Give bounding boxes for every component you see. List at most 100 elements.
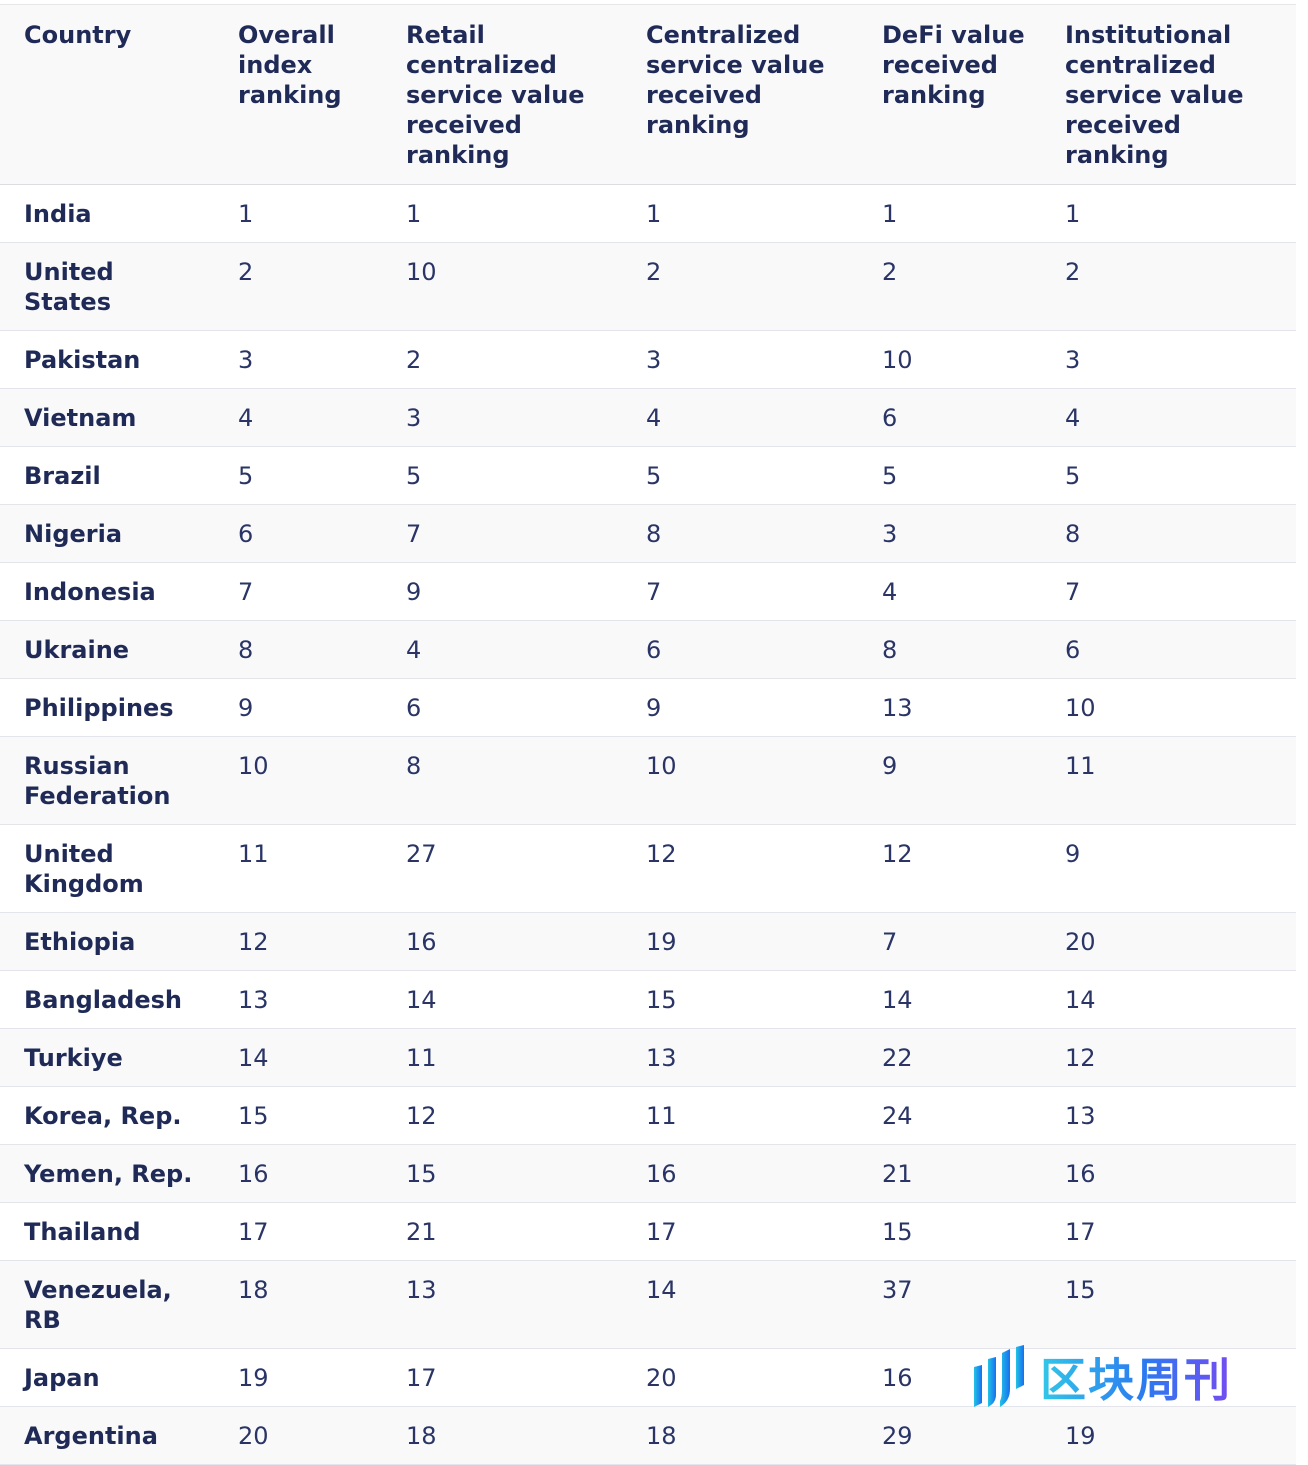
cell-overall-index: 13 (238, 986, 269, 1014)
cell-retail-centralized: 27 (406, 840, 437, 868)
cell-institutional: 12 (1065, 1044, 1096, 1072)
cell-overall-index: 14 (238, 1044, 269, 1072)
cell-institutional (1041, 1349, 1296, 1407)
table-row: Nigeria 6 7 8 3 8 (0, 504, 1296, 563)
cell-centralized-service: 8 (646, 520, 662, 548)
cell-defi: 6 (882, 404, 898, 432)
table-row: Brazil 5 5 5 5 5 (0, 446, 1296, 505)
ranking-table: Country Overall index ranking Retail cen… (0, 4, 1296, 1465)
cell-defi: 2 (882, 258, 898, 286)
table-row: Ukraine 8 4 6 8 6 (0, 620, 1296, 679)
cell-defi: 14 (882, 986, 913, 1014)
cell-centralized-service: 16 (646, 1160, 677, 1188)
cell-defi: 21 (882, 1160, 913, 1188)
cell-defi: 29 (882, 1422, 913, 1450)
cell-country: Indonesia (24, 578, 156, 606)
table-row: Korea, Rep. 15 12 11 24 13 (0, 1086, 1296, 1145)
table-row: Ethiopia 12 16 19 7 20 (0, 912, 1296, 971)
cell-country: Philippines (24, 694, 174, 722)
table-body: India 1 1 1 1 1 United States 2 10 2 2 2 Pakistan 3 2 3… (0, 184, 1296, 1465)
cell-institutional: 13 (1065, 1102, 1096, 1130)
cell-retail-centralized: 15 (406, 1160, 437, 1188)
cell-institutional: 4 (1065, 404, 1081, 432)
cell-overall-index: 1 (238, 200, 254, 228)
cell-overall-index: 5 (238, 462, 254, 490)
table-row: India 1 1 1 1 1 (0, 184, 1296, 243)
cell-institutional: 2 (1065, 258, 1081, 286)
cell-centralized-service: 15 (646, 986, 677, 1014)
cell-defi: 3 (882, 520, 898, 548)
cell-defi: 24 (882, 1102, 913, 1130)
cell-overall-index: 8 (238, 636, 254, 664)
cell-overall-index: 11 (238, 840, 269, 868)
header-overall-index-ranking: Overall index ranking (238, 21, 342, 109)
cell-country: Japan (24, 1364, 100, 1392)
cell-country: Turkiye (24, 1044, 123, 1072)
cell-retail-centralized: 2 (406, 346, 422, 374)
cell-institutional: 14 (1065, 986, 1096, 1014)
cell-defi: 10 (882, 346, 913, 374)
cell-country: United States (24, 258, 114, 316)
header-defi-ranking: DeFi value received ranking (882, 21, 1025, 109)
cell-retail-centralized: 3 (406, 404, 422, 432)
cell-institutional: 10 (1065, 694, 1096, 722)
cell-country: Korea, Rep. (24, 1102, 182, 1130)
cell-overall-index: 10 (238, 752, 269, 780)
cell-country: Bangladesh (24, 986, 183, 1014)
header-centralized-service-ranking: Centralized service value received ranki… (646, 21, 825, 139)
ranking-table-container: Country Overall index ranking Retail cen… (0, 4, 1296, 1465)
table-row: Russian Federation 10 8 10 9 11 (0, 736, 1296, 825)
cell-defi: 15 (882, 1218, 913, 1246)
cell-overall-index: 18 (238, 1276, 269, 1304)
cell-retail-centralized: 6 (406, 694, 422, 722)
cell-defi: 7 (882, 928, 898, 956)
cell-overall-index: 19 (238, 1364, 269, 1392)
header-retail-centralized-ranking: Retail centralized service value receive… (406, 21, 585, 169)
table-row: Thailand 17 21 17 15 17 (0, 1202, 1296, 1261)
cell-country: Russian Federation (24, 752, 171, 810)
cell-defi: 9 (882, 752, 898, 780)
cell-centralized-service: 11 (646, 1102, 677, 1130)
cell-institutional: 3 (1065, 346, 1081, 374)
cell-country: India (24, 200, 92, 228)
cell-country: Ethiopia (24, 928, 136, 956)
header-country: Country (24, 21, 132, 49)
cell-retail-centralized: 9 (406, 578, 422, 606)
cell-defi: 37 (882, 1276, 913, 1304)
cell-retail-centralized: 18 (406, 1422, 437, 1450)
cell-centralized-service: 3 (646, 346, 662, 374)
cell-country: Nigeria (24, 520, 123, 548)
cell-institutional: 6 (1065, 636, 1081, 664)
cell-country: Pakistan (24, 346, 141, 374)
table-row: Venezuela, RB 18 13 14 37 15 (0, 1260, 1296, 1349)
table-row: Pakistan 3 2 3 10 3 (0, 330, 1296, 389)
cell-overall-index: 16 (238, 1160, 269, 1188)
cell-country: Thailand (24, 1218, 141, 1246)
table-row: Argentina 20 18 18 29 19 (0, 1406, 1296, 1465)
cell-overall-index: 7 (238, 578, 254, 606)
cell-defi: 22 (882, 1044, 913, 1072)
cell-overall-index: 12 (238, 928, 269, 956)
table-row: Bangladesh 13 14 15 14 14 (0, 970, 1296, 1029)
cell-overall-index: 6 (238, 520, 254, 548)
cell-defi: 1 (882, 200, 898, 228)
cell-defi: 16 (882, 1364, 913, 1392)
cell-overall-index: 20 (238, 1422, 269, 1450)
header-institutional-ranking: Institutional centralized service value … (1065, 21, 1244, 169)
cell-retail-centralized: 12 (406, 1102, 437, 1130)
cell-institutional: 7 (1065, 578, 1081, 606)
cell-overall-index: 3 (238, 346, 254, 374)
table-row: Vietnam 4 3 4 6 4 (0, 388, 1296, 447)
cell-retail-centralized: 21 (406, 1218, 437, 1246)
cell-centralized-service: 18 (646, 1422, 677, 1450)
cell-centralized-service: 14 (646, 1276, 677, 1304)
cell-country: Argentina (24, 1422, 158, 1450)
cell-centralized-service: 10 (646, 752, 677, 780)
table-row: Philippines 9 6 9 13 10 (0, 678, 1296, 737)
cell-centralized-service: 5 (646, 462, 662, 490)
table-row: Japan 19 17 20 16 (0, 1348, 1296, 1407)
cell-retail-centralized: 5 (406, 462, 422, 490)
cell-defi: 12 (882, 840, 913, 868)
cell-institutional: 17 (1065, 1218, 1096, 1246)
cell-centralized-service: 7 (646, 578, 662, 606)
